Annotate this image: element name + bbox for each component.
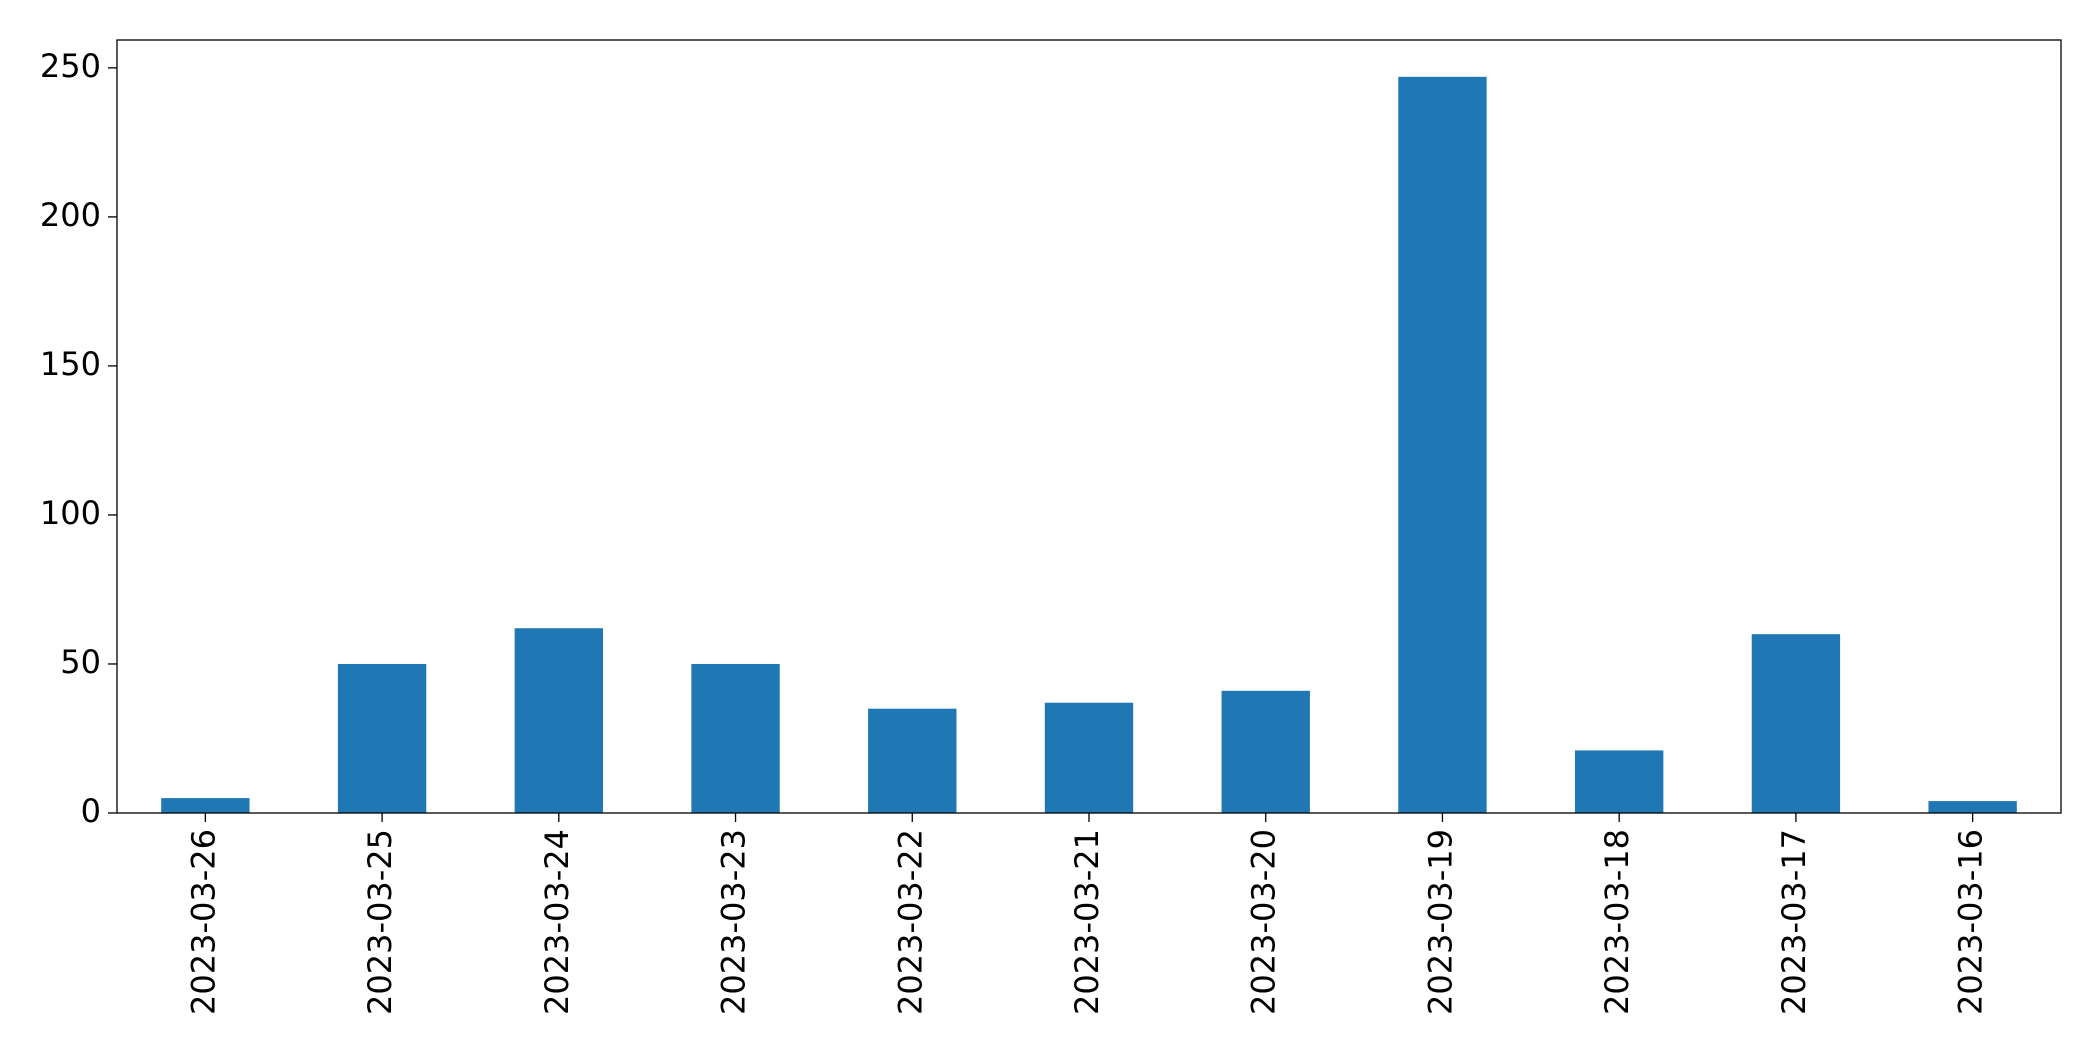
bar	[1928, 801, 2017, 813]
y-tick-label: 250	[40, 47, 101, 85]
bar	[1398, 76, 1487, 814]
bar	[337, 663, 427, 813]
x-tick-label: 2023-03-25	[361, 829, 399, 1015]
bar	[161, 798, 250, 813]
y-tick-label: 150	[40, 345, 101, 383]
x-tick-label: 2023-03-21	[1068, 829, 1106, 1015]
plot-frame	[116, 39, 2062, 814]
y-tick-label: 100	[40, 494, 101, 532]
x-tick-label: 2023-03-19	[1421, 829, 1459, 1015]
x-tick-label: 2023-03-18	[1598, 829, 1636, 1015]
y-tick-label: 50	[60, 643, 101, 681]
x-tick-label: 2023-03-24	[538, 829, 576, 1015]
bar	[1575, 750, 1664, 813]
y-tick-label: 200	[40, 196, 101, 234]
x-tick-label: 2023-03-16	[1952, 829, 1990, 1015]
bar	[1221, 690, 1310, 813]
bar	[1044, 702, 1134, 813]
x-tick-label: 2023-03-22	[891, 829, 929, 1015]
x-tick-label: 2023-03-20	[1245, 829, 1283, 1015]
bar	[691, 663, 780, 813]
bar	[1751, 634, 1841, 813]
y-tick-label: 0	[81, 792, 101, 830]
x-tick-label: 2023-03-26	[184, 829, 222, 1015]
bar	[514, 628, 603, 813]
bar	[868, 708, 957, 813]
x-tick-label: 2023-03-23	[715, 829, 753, 1015]
x-tick-label: 2023-03-17	[1775, 829, 1813, 1015]
